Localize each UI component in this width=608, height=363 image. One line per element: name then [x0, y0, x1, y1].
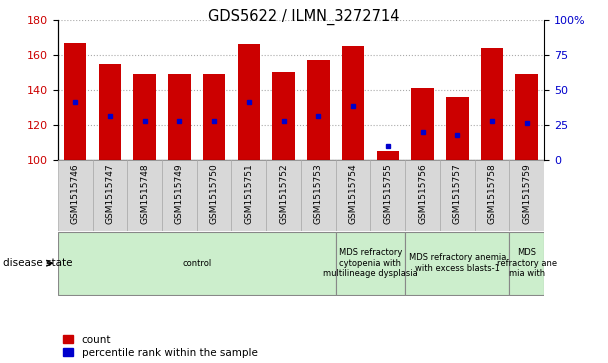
- Text: GSM1515758: GSM1515758: [488, 163, 497, 224]
- Text: GSM1515754: GSM1515754: [348, 163, 358, 224]
- FancyBboxPatch shape: [370, 160, 405, 231]
- Text: GSM1515753: GSM1515753: [314, 163, 323, 224]
- FancyBboxPatch shape: [162, 160, 197, 231]
- Text: GSM1515757: GSM1515757: [453, 163, 462, 224]
- Bar: [133, 74, 156, 160]
- Bar: [203, 74, 226, 160]
- Bar: [168, 74, 191, 160]
- Bar: [238, 44, 260, 160]
- FancyBboxPatch shape: [475, 160, 510, 231]
- FancyBboxPatch shape: [440, 160, 475, 231]
- Text: GSM1515755: GSM1515755: [383, 163, 392, 224]
- Bar: [342, 46, 364, 160]
- FancyBboxPatch shape: [510, 160, 544, 231]
- Text: MDS refractory anemia
with excess blasts-1: MDS refractory anemia with excess blasts…: [409, 253, 506, 273]
- FancyBboxPatch shape: [197, 160, 232, 231]
- FancyBboxPatch shape: [127, 160, 162, 231]
- FancyBboxPatch shape: [58, 160, 92, 231]
- Text: GSM1515751: GSM1515751: [244, 163, 254, 224]
- FancyBboxPatch shape: [266, 160, 301, 231]
- Text: GSM1515750: GSM1515750: [210, 163, 219, 224]
- FancyBboxPatch shape: [405, 232, 510, 294]
- Text: MDS
refractory ane
mia with: MDS refractory ane mia with: [497, 248, 557, 278]
- Text: GSM1515749: GSM1515749: [175, 163, 184, 224]
- Text: GDS5622 / ILMN_3272714: GDS5622 / ILMN_3272714: [209, 9, 399, 25]
- Bar: [481, 48, 503, 160]
- Text: GSM1515746: GSM1515746: [71, 163, 80, 224]
- FancyBboxPatch shape: [405, 160, 440, 231]
- Bar: [272, 72, 295, 160]
- Bar: [411, 88, 434, 160]
- FancyBboxPatch shape: [92, 160, 127, 231]
- FancyBboxPatch shape: [510, 232, 544, 294]
- Legend: count, percentile rank within the sample: count, percentile rank within the sample: [63, 335, 258, 358]
- Text: GSM1515756: GSM1515756: [418, 163, 427, 224]
- Bar: [446, 97, 469, 160]
- FancyBboxPatch shape: [336, 232, 405, 294]
- Text: GSM1515748: GSM1515748: [140, 163, 149, 224]
- Bar: [516, 74, 538, 160]
- FancyBboxPatch shape: [301, 160, 336, 231]
- Bar: [98, 64, 121, 160]
- Text: MDS refractory
cytopenia with
multilineage dysplasia: MDS refractory cytopenia with multilinea…: [323, 248, 418, 278]
- Text: GSM1515747: GSM1515747: [105, 163, 114, 224]
- FancyBboxPatch shape: [232, 160, 266, 231]
- Text: control: control: [182, 259, 212, 268]
- Text: disease state: disease state: [3, 258, 72, 268]
- FancyBboxPatch shape: [58, 232, 336, 294]
- Text: GSM1515752: GSM1515752: [279, 163, 288, 224]
- Bar: [64, 43, 86, 160]
- Text: GSM1515759: GSM1515759: [522, 163, 531, 224]
- Bar: [376, 151, 399, 160]
- FancyBboxPatch shape: [336, 160, 370, 231]
- Bar: [307, 60, 330, 160]
